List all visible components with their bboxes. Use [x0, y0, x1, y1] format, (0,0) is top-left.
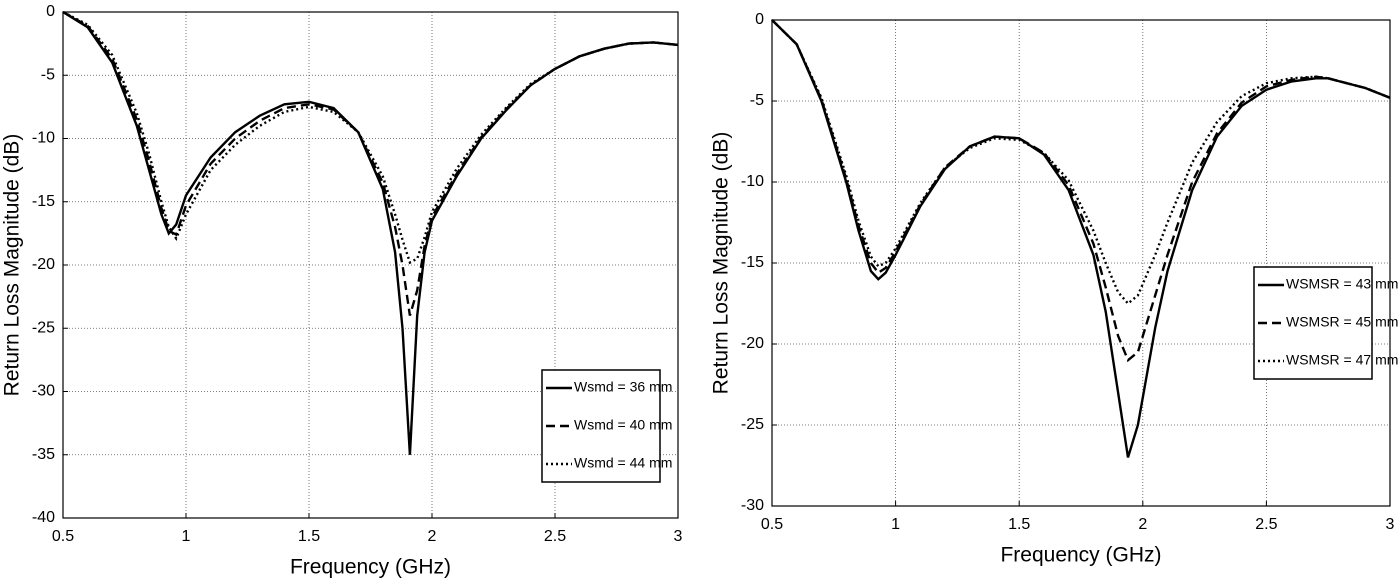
y-tick-label: -30: [32, 383, 55, 400]
legend-label: Wsmd = 44 mm: [574, 455, 672, 471]
y-axis-title: Return Loss Magnitude (dB): [710, 132, 733, 395]
x-tick-label: 2: [1138, 516, 1147, 533]
plot-frame: [62, 11, 679, 519]
y-tick-label: -20: [32, 256, 55, 273]
x-tick-label: 2.5: [1255, 516, 1277, 533]
x-tick-label: 3: [674, 528, 683, 545]
legend-label: WSMSR = 45 mm: [1286, 314, 1398, 330]
y-tick-label: -40: [32, 509, 55, 526]
y-tick-label: -15: [741, 254, 764, 271]
y-tick-label: -30: [741, 497, 764, 514]
x-tick-label: 1.5: [298, 528, 320, 545]
x-tick-label: 0.5: [52, 528, 74, 545]
y-tick-label: -25: [741, 416, 764, 433]
y-tick-label: 0: [46, 3, 55, 20]
legend-label: WSMSR = 43 mm: [1286, 276, 1398, 292]
x-axis-title: Frequency (GHz): [290, 556, 451, 579]
y-tick-label: -15: [32, 193, 55, 210]
x-tick-label: 1.5: [1008, 516, 1030, 533]
series-line: [62, 10, 679, 265]
legend-label: Wsmd = 40 mm: [574, 417, 672, 433]
x-tick-label: 3: [1386, 516, 1395, 533]
series-line: [62, 10, 679, 455]
y-tick-label: -25: [32, 319, 55, 336]
x-tick-label: 1: [182, 528, 191, 545]
y-tick-label: 0: [755, 11, 764, 28]
y-tick-label: -10: [32, 130, 55, 147]
y-tick-label: -20: [741, 335, 764, 352]
x-tick-label: 2: [428, 528, 437, 545]
legend-label: Wsmd = 36 mm: [574, 379, 672, 395]
legend-label: WSMSR = 47 mm: [1286, 352, 1398, 368]
x-tick-label: 0.5: [761, 516, 783, 533]
series-line: [771, 19, 1391, 363]
y-tick-label: -10: [741, 173, 764, 190]
plot-frame: [771, 19, 1391, 507]
series-line: [771, 19, 1391, 306]
y-axis-title: Return Loss Magnitude (dB): [1, 134, 24, 397]
x-tick-label: 2.5: [544, 528, 566, 545]
y-tick-label: -5: [41, 66, 55, 83]
x-tick-label: 1: [891, 516, 900, 533]
y-tick-label: -5: [750, 92, 764, 109]
y-tick-label: -35: [32, 446, 55, 463]
series-line: [771, 19, 1391, 458]
x-axis-title: Frequency (GHz): [1000, 544, 1161, 567]
